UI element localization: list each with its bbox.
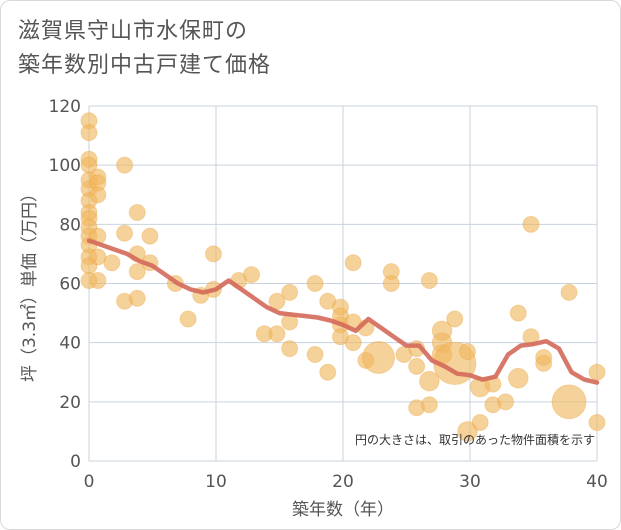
y-axis-title: 坪（3.3㎡）単価（万円） (20, 185, 40, 382)
y-tick-label-2: 40 (59, 334, 81, 354)
data-point-84 (535, 354, 553, 372)
data-point-64 (420, 272, 438, 290)
data-point-44 (306, 275, 324, 292)
data-point-21 (103, 254, 121, 272)
data-point-39 (268, 292, 286, 310)
data-point-28 (128, 289, 146, 307)
data-point-66 (420, 396, 438, 414)
tick-labels: 0 20 40 60 80 100 120 0 10 20 30 40 (49, 97, 608, 492)
x-tick-label-4: 40 (586, 472, 608, 492)
trend-layer (86, 238, 600, 385)
data-point-62 (408, 357, 426, 375)
x-tick-label-2: 20 (332, 472, 354, 492)
data-point-59 (382, 275, 400, 292)
y-tick-label-3: 60 (59, 275, 81, 295)
data-point-79 (509, 304, 527, 322)
trend-line (86, 238, 600, 385)
data-point-86 (551, 384, 587, 420)
data-point-22 (116, 156, 134, 174)
data-point-78 (497, 393, 515, 411)
data-point-27 (128, 263, 146, 281)
data-point-81 (522, 215, 540, 233)
data-point-65 (419, 370, 440, 392)
data-point-37 (243, 266, 261, 284)
x-tick-label-1: 10 (205, 472, 227, 492)
data-point-25 (128, 204, 146, 221)
data-point-87 (588, 363, 606, 381)
data-point-45 (306, 346, 324, 363)
data-point-41 (281, 283, 299, 301)
data-point-40 (268, 325, 286, 343)
data-point-1 (80, 124, 98, 142)
data-point-23 (116, 224, 134, 242)
x-tick-label-0: 0 (84, 472, 95, 492)
data-point-75 (471, 414, 489, 432)
data-point-19 (89, 248, 107, 266)
data-point-43 (281, 340, 299, 358)
data-point-47 (319, 363, 337, 381)
y-tick-label-5: 100 (49, 156, 81, 176)
data-point-20 (89, 272, 107, 290)
data-point-88 (588, 414, 606, 432)
data-point-52 (344, 254, 362, 272)
data-point-57 (362, 340, 396, 374)
data-point-34 (204, 245, 222, 263)
size-note: 円の大きさは、取引のあった物件面積を示す (355, 432, 595, 447)
y-tick-label-6: 120 (49, 97, 81, 117)
x-axis-title: 築年数（年） (292, 500, 394, 520)
data-point-73 (457, 421, 478, 442)
x-tick-label-3: 30 (459, 472, 481, 492)
data-point-54 (344, 334, 362, 352)
data-point-72 (458, 343, 476, 361)
data-point-70 (446, 310, 464, 328)
grid-lines (88, 105, 598, 462)
chart-title: 滋賀県守山市水保町の 築年数別中古戸建て価格 (18, 19, 272, 78)
data-point-32 (179, 310, 197, 328)
y-tick-label-4: 80 (59, 215, 81, 235)
y-tick-label-1: 20 (59, 393, 81, 413)
data-point-29 (141, 227, 159, 245)
y-tick-label-0: 0 (70, 452, 81, 472)
data-point-85 (560, 283, 578, 301)
data-point-17 (89, 186, 107, 204)
data-point-80 (507, 367, 529, 389)
